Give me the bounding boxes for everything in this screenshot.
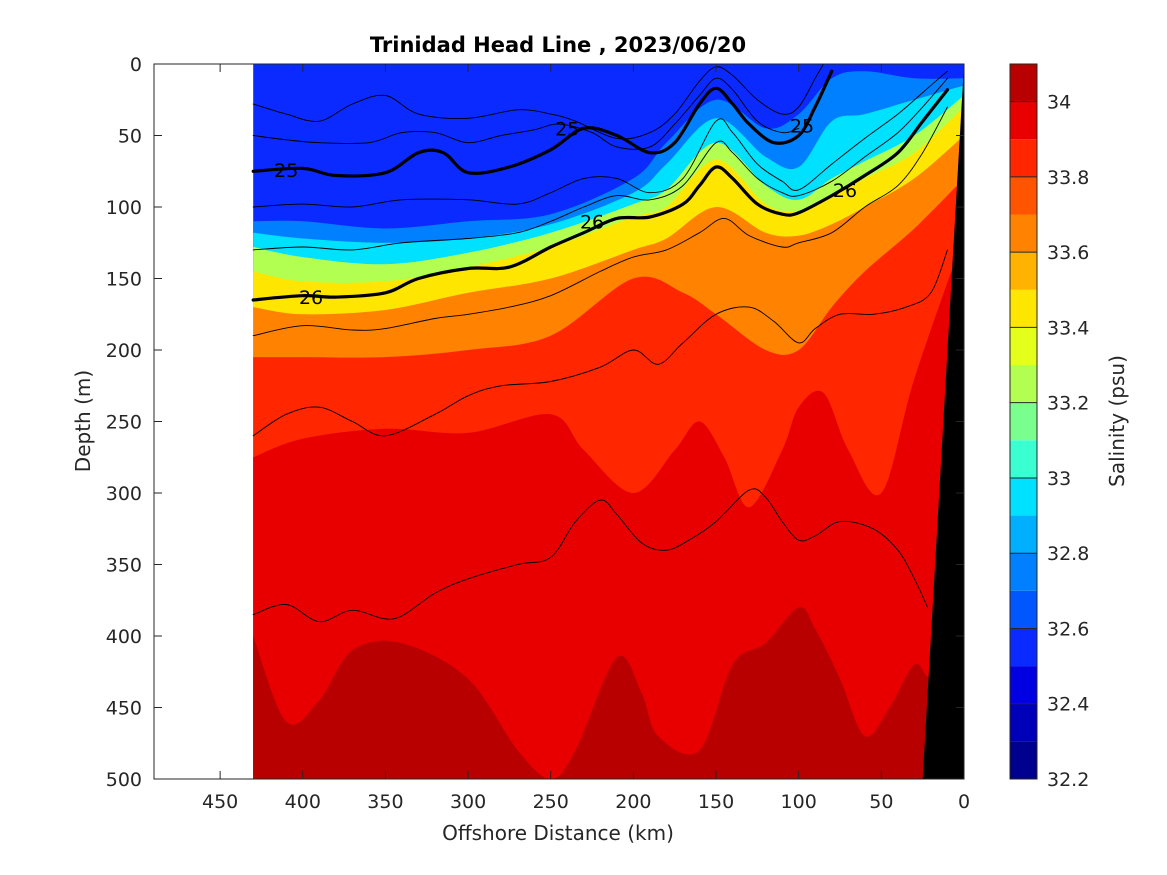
contour-line-5 [252, 77, 948, 251]
contour-label-4: 26 [580, 211, 604, 233]
y-tick-label-6: 300 [106, 483, 142, 505]
contour-line-2 [252, 64, 824, 140]
y-tick-label-7: 350 [106, 555, 142, 577]
y-tick-label-10: 500 [106, 769, 142, 791]
contour-line-3 [252, 77, 800, 150]
contour-label-3: 26 [299, 287, 323, 309]
salinity-layer-8 [253, 607, 964, 779]
colorbar-cell-4 [1010, 590, 1037, 629]
x-tick-label-4: 250 [533, 791, 569, 813]
colorbar-cell-12 [1010, 289, 1037, 328]
colorbar-cell-14 [1010, 214, 1037, 253]
y-tick-label-4: 200 [106, 340, 142, 362]
colorbar-cell-3 [1010, 628, 1037, 667]
contour-line-8 [252, 488, 929, 623]
y-tick-label-2: 100 [106, 197, 142, 219]
contour-labels: 25 25 25 26 26 26 [274, 115, 857, 309]
colorbar-cell-15 [1010, 176, 1037, 215]
y-tick-label-1: 50 [118, 126, 142, 148]
contour-line-0 [251, 69, 834, 178]
y-axis-label: Depth (m) [71, 370, 95, 472]
plot-area: 25 25 25 26 26 26 [153, 63, 965, 780]
y-tick-label-5: 250 [106, 412, 142, 434]
salinity-fill-layers [253, 64, 964, 779]
contour-line-4 [252, 70, 948, 208]
x-tick-label-9: 0 [958, 791, 970, 813]
colorbar-cell-8 [1010, 440, 1037, 478]
colorbar-cell-0 [1010, 741, 1037, 779]
colorbar-cell-6 [1010, 515, 1037, 554]
colorbar-cell-16 [1010, 139, 1037, 177]
colorbar-tick-label-7: 33.6 [1047, 242, 1089, 264]
x-tick-label-0: 450 [202, 791, 238, 813]
colorbar-tick-label-5: 33.2 [1047, 393, 1089, 415]
colorbar-cell-2 [1010, 666, 1037, 704]
contour-line-1 [251, 88, 950, 302]
x-tick-label-3: 300 [450, 791, 486, 813]
contour-label-1: 25 [555, 118, 579, 140]
colorbar-tick-label-6: 33.4 [1047, 317, 1089, 339]
contour-label-5: 26 [833, 180, 857, 202]
salinity-colorbar: 32.2 32.4 32.6 32.8 33 33.2 33.4 33.6 33.8 34 Sal… [1009, 63, 1129, 791]
colorbar-label: Salinity (psu) [1105, 355, 1129, 487]
colorbar-tick-label-4: 33 [1047, 468, 1071, 490]
x-tick-label-6: 150 [698, 791, 734, 813]
y-tick-label-8: 400 [106, 626, 142, 648]
colorbar-ticks: 32.2 32.4 32.6 32.8 33 33.2 33.4 33.6 33.8 34 [1010, 92, 1089, 791]
colorbar-tick-label-8: 33.8 [1047, 167, 1089, 189]
colorbar-tick-label-0: 32.2 [1047, 769, 1089, 791]
seafloor-shape [922, 64, 964, 779]
colorbar-cell-9 [1010, 402, 1037, 441]
y-tick-label-9: 450 [106, 698, 142, 720]
colorbar-cell-18 [1010, 64, 1037, 102]
contour-line-6 [252, 106, 948, 337]
colorbar-cell-5 [1010, 553, 1037, 591]
colorbar-cell-10 [1010, 365, 1037, 403]
colorbar-cell-13 [1010, 252, 1037, 290]
density-contour-lines [251, 64, 950, 623]
x-tick-label-1: 400 [285, 791, 321, 813]
colorbar-tick-label-1: 32.4 [1047, 694, 1089, 716]
colorbar-cell-17 [1010, 101, 1037, 140]
chart-title: Trinidad Head Line , 2023/06/20 [370, 33, 746, 57]
x-tick-label-7: 100 [781, 791, 817, 813]
x-tick-label-5: 200 [615, 791, 651, 813]
contour-label-2: 25 [790, 115, 814, 137]
contour-line-7 [252, 249, 948, 437]
colorbar-tick-label-3: 32.8 [1047, 543, 1089, 565]
colorbar-cell-11 [1010, 327, 1037, 366]
contour-label-0: 25 [274, 160, 298, 182]
x-tick-label-8: 50 [869, 791, 893, 813]
x-tick-label-2: 350 [367, 791, 403, 813]
x-axis: Offshore Distance (km) 450 400 350 300 250 20… [202, 64, 970, 845]
y-tick-label-3: 150 [106, 269, 142, 291]
colorbar-tick-label-9: 34 [1047, 92, 1071, 114]
y-tick-label-0: 0 [130, 54, 142, 76]
y-axis: Depth (m) 0 50 100 150 200 250 300 350 400 450 500 [71, 54, 964, 791]
x-axis-label: Offshore Distance (km) [442, 821, 674, 845]
colorbar-cell-1 [1010, 703, 1037, 742]
colorbar-cells [1010, 64, 1037, 779]
colorbar-tick-label-2: 32.6 [1047, 618, 1089, 640]
colorbar-cell-7 [1010, 477, 1037, 516]
